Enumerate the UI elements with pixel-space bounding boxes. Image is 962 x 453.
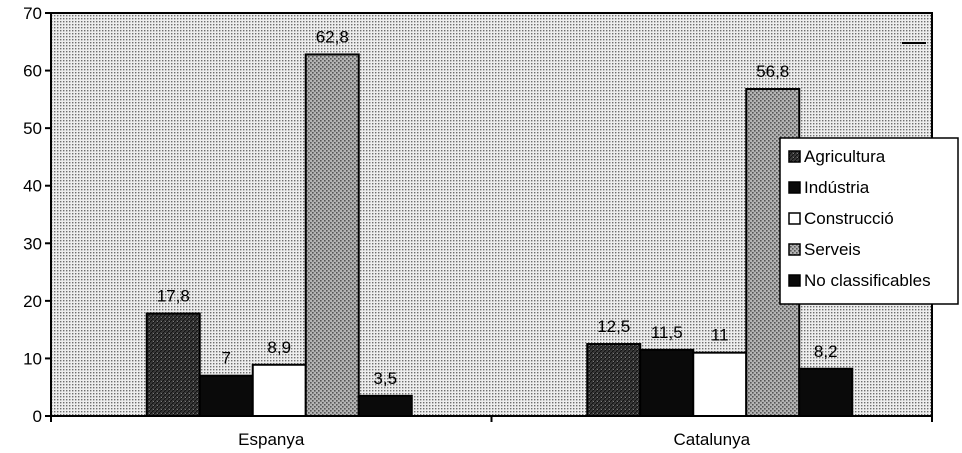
- legend-swatch: [788, 150, 801, 163]
- data-label: 3,5: [373, 369, 397, 388]
- legend: Agricultura Indústria Construcció Serveis No…: [779, 137, 959, 305]
- legend-label: Indústria: [804, 178, 870, 197]
- data-label: 56,8: [756, 62, 789, 81]
- data-label: 11,5: [651, 323, 683, 342]
- x-category-label: Espanya: [238, 430, 305, 449]
- data-label: 11: [711, 326, 729, 345]
- data-label: 12,5: [597, 317, 630, 336]
- bar-serveis-espanya: [304, 53, 360, 418]
- y-tick-label: 60: [23, 62, 42, 81]
- bar-agricultura-catalunya: [586, 343, 642, 417]
- x-category-label: Catalunya: [673, 430, 750, 449]
- legend-label: No classificables: [804, 271, 931, 290]
- y-tick-label: 40: [23, 177, 42, 196]
- y-tick-label: 0: [33, 407, 42, 426]
- bar-ind-stria-catalunya: [639, 348, 695, 417]
- y-tick-label: 30: [23, 234, 42, 253]
- data-label: 8,9: [267, 338, 291, 357]
- legend-box: [779, 137, 959, 305]
- bar-construcci--catalunya: [692, 351, 748, 417]
- legend-swatch: [788, 274, 801, 287]
- y-tick-label: 70: [23, 4, 42, 23]
- bar-construcci--espanya: [251, 363, 307, 417]
- y-tick-label: 20: [23, 292, 42, 311]
- data-labels: 17,8 7 8,9 62,8 3,5 12,5 11,5 11 56,8 8,2: [157, 27, 838, 387]
- data-label: 17,8: [157, 287, 190, 306]
- data-label: 62,8: [316, 27, 349, 46]
- y-tick-label: 10: [23, 349, 42, 368]
- bars: [145, 53, 854, 418]
- legend-label: Construcció: [804, 209, 894, 228]
- bar-agricultura-espanya: [145, 312, 201, 417]
- bar-no-classificables-catalunya: [798, 367, 854, 418]
- x-axis-labels: Espanya Catalunya: [238, 430, 750, 449]
- legend-label: Serveis: [804, 240, 861, 259]
- legend-label: Agricultura: [804, 147, 886, 166]
- y-tick-label: 50: [23, 119, 42, 138]
- data-label: 8,2: [814, 342, 838, 361]
- data-label: 7: [222, 349, 231, 368]
- legend-swatch: [788, 212, 801, 225]
- bar-no-classificables-espanya: [357, 394, 413, 418]
- legend-swatch: [788, 243, 801, 256]
- legend-swatch: [788, 181, 801, 194]
- bar-ind-stria-espanya: [198, 374, 254, 418]
- y-axis: 0 10 20 30 40 50 60 70: [23, 4, 933, 426]
